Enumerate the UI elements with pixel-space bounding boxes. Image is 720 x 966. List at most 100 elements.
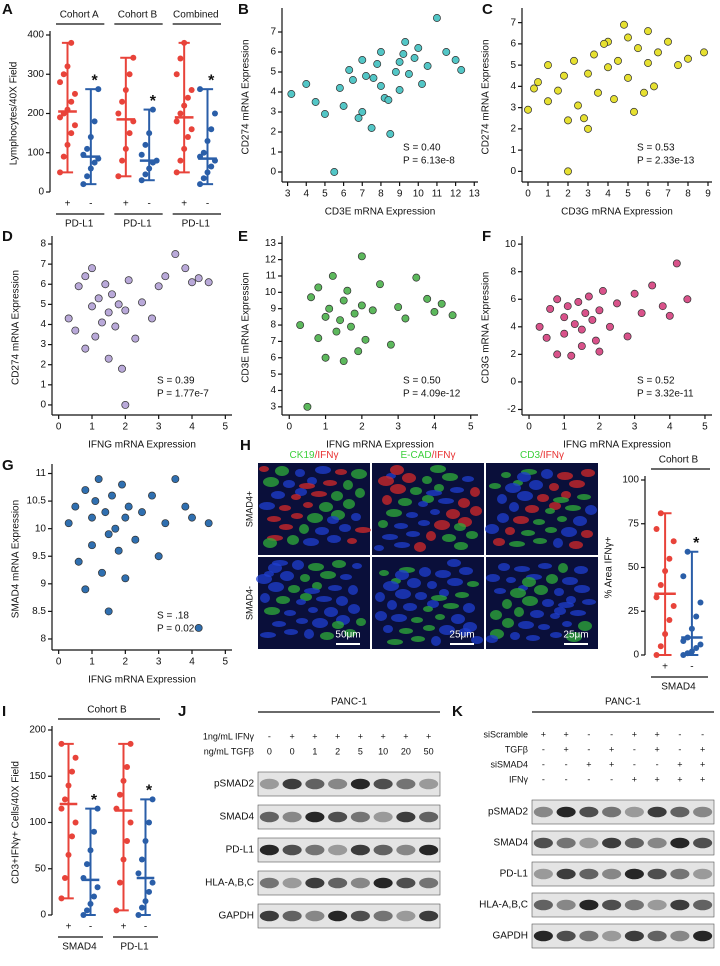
stat-label: S = 0.53	[637, 143, 675, 154]
cell	[287, 535, 299, 545]
point	[83, 861, 90, 868]
lane-label: -	[678, 744, 681, 754]
y-axis-label: CD274 mRNA Expression	[481, 39, 492, 154]
band-label: SMAD4	[494, 838, 529, 849]
point	[184, 134, 191, 141]
y-axis-label: CD274 mRNA Expression	[241, 39, 252, 154]
band	[259, 811, 279, 823]
cell	[394, 542, 410, 548]
point	[181, 264, 190, 273]
lane-label: -	[610, 729, 613, 739]
y-tick-label: 2	[270, 127, 276, 138]
point	[204, 519, 213, 528]
point	[57, 114, 64, 121]
point	[124, 838, 131, 844]
cell	[517, 472, 531, 482]
cell	[323, 480, 337, 486]
cell	[489, 483, 501, 489]
stat-label: S = .18	[157, 611, 189, 622]
point	[108, 491, 116, 500]
cell	[423, 625, 435, 631]
point	[368, 306, 377, 315]
cell	[299, 483, 315, 489]
cell	[574, 585, 590, 593]
point	[657, 643, 664, 650]
band	[602, 806, 622, 818]
lane-label: +	[358, 731, 363, 741]
cell	[383, 581, 399, 591]
panel-label: C	[482, 1, 493, 18]
y-tick-label: 50	[628, 562, 640, 573]
y-tick-label: 13	[265, 238, 277, 249]
cell	[566, 596, 576, 604]
x-tick-label: 5	[702, 422, 708, 433]
cell	[303, 502, 313, 508]
stain-label: E-CAD/IFNγ	[400, 450, 455, 461]
point	[546, 304, 555, 313]
cell	[558, 602, 574, 608]
y-tick-label: 0	[633, 650, 639, 661]
point	[154, 552, 163, 561]
cell	[562, 577, 578, 585]
x-tick-label: 3	[632, 422, 638, 433]
band-label: GAPDH	[492, 931, 528, 942]
point	[131, 334, 140, 343]
cell	[291, 494, 301, 500]
band	[282, 811, 302, 823]
point	[524, 105, 532, 114]
x-tick-label: 3	[156, 422, 162, 433]
lane-label: +	[312, 731, 317, 741]
cell	[378, 520, 388, 528]
y-tick-label: 8.5	[32, 606, 46, 617]
band	[419, 877, 439, 889]
point	[588, 315, 597, 324]
point	[644, 59, 652, 67]
point	[135, 912, 142, 918]
cell	[327, 516, 339, 524]
band	[259, 877, 279, 889]
cell	[447, 578, 463, 586]
point	[414, 44, 423, 52]
point	[624, 33, 632, 42]
point	[399, 50, 408, 58]
lane-label: +	[700, 744, 705, 754]
point	[553, 295, 562, 304]
cell	[328, 585, 342, 591]
point	[347, 322, 355, 331]
point	[126, 130, 133, 137]
cell	[263, 477, 279, 487]
cell	[538, 563, 552, 569]
cell	[426, 531, 436, 541]
cell	[415, 592, 427, 600]
point	[104, 308, 113, 317]
panel-label: H	[240, 437, 251, 454]
cell	[343, 480, 353, 490]
band	[533, 806, 553, 818]
point	[311, 98, 320, 106]
panel-label: B	[238, 1, 249, 18]
y-tick-label: 7	[510, 17, 516, 28]
point	[554, 86, 562, 95]
cell	[438, 498, 454, 504]
point	[640, 88, 648, 97]
y-tick-label: 0	[40, 400, 46, 411]
point	[138, 177, 145, 184]
scale-bar-label: 25μm	[449, 630, 474, 641]
point	[666, 617, 673, 623]
point	[386, 340, 395, 349]
y-tick-label: 4	[270, 87, 276, 98]
band	[305, 910, 325, 922]
point	[437, 299, 446, 308]
point	[154, 282, 163, 291]
x-tick-label: 7	[665, 189, 671, 200]
cell	[450, 487, 464, 493]
lane-label: -	[542, 759, 545, 769]
lane-label: +	[677, 759, 682, 769]
band	[350, 844, 370, 856]
point	[666, 555, 673, 562]
point	[697, 599, 704, 606]
chart-title: Cohort B	[659, 455, 699, 466]
cell	[315, 466, 331, 474]
y-tick-label: 1	[510, 145, 516, 156]
point	[451, 56, 460, 64]
